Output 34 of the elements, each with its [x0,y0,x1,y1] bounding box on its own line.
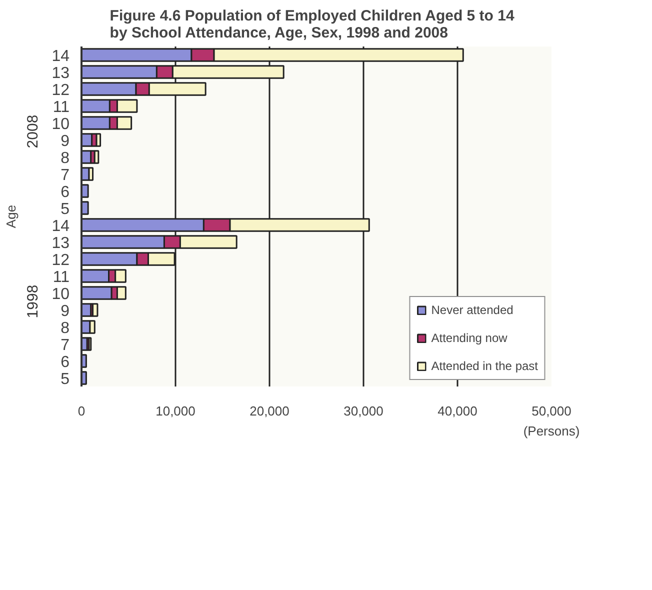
y-tick-label: 5 [60,201,70,218]
y-tick-label: 7 [60,337,70,354]
x-tick-label: 40,000 [438,404,478,418]
y-tick-label: 11 [52,99,70,116]
x-tick-label: 0 [78,404,86,418]
y-axis-title: Age [4,204,18,228]
y-tick-label: 12 [52,252,70,269]
y-tick-label: 5 [60,371,70,388]
text: 1998 [24,284,42,318]
y-tick-label: 13 [52,235,70,252]
y-tick-label: 10 [52,116,70,133]
y-tick-label: 12 [52,82,70,99]
y-tick-label: 9 [60,303,70,320]
y-tick-label: 10 [52,286,70,303]
x-tick-label: 20,000 [250,404,290,418]
legend-label: Attending now [431,331,508,345]
y-tick-label: 14 [52,218,70,235]
y-tick-label: 6 [60,354,70,371]
y-tick-label: 13 [52,65,70,82]
chart-title: Figure 4.6 Population of Employed Children Aged 5 to 14 by School Attendance, Age, Sex, 1998 and 2008 [110,8,515,42]
y-tick-label: 14 [52,48,70,65]
y-tick-label: 7 [60,167,70,184]
y-tick-label: 8 [60,150,70,167]
y-tick-label: 9 [60,133,70,150]
y-tick-label: 8 [60,320,70,337]
x-axis-title: (Persons) [523,424,580,438]
legend-label: Attended in the past [431,359,538,373]
text: 2008 [24,114,42,148]
legend-label: Never attended [431,303,514,317]
y-tick-label: 6 [60,184,70,201]
y-tick-label: 11 [52,269,70,286]
x-tick-label: 30,000 [344,404,384,418]
x-tick-label: 10,000 [156,404,196,418]
x-tick-label: 50,000 [532,404,572,418]
